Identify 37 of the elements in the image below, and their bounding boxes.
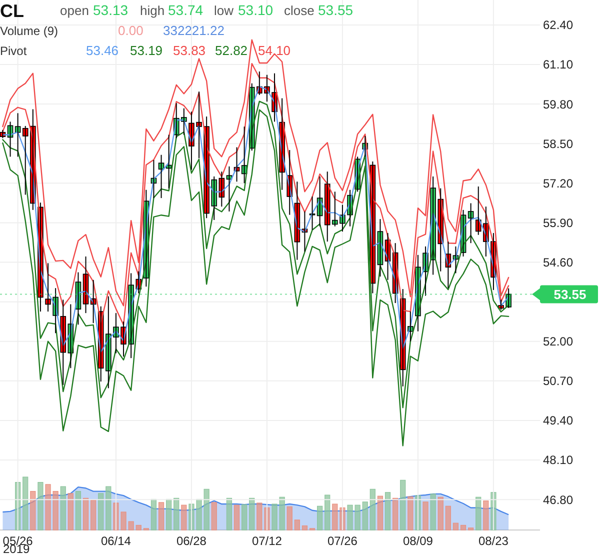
annotation: 0.00 [118,23,144,38]
annotation: 53.46 [86,43,119,58]
y-tick-label: 48.10 [543,453,574,468]
y-tick-label: 59.80 [543,97,574,112]
x-tick-label: 08/09 [402,534,434,548]
annotation: 52.82 [215,43,248,58]
annotation: close [284,3,314,18]
annotation: 53.74 [168,2,204,18]
x-tick-label: 06/14 [100,534,132,548]
annotation: open [60,3,89,18]
y-tick-label: 58.50 [543,136,574,151]
y-tick-label: 61.10 [543,58,574,72]
annotation: 53.83 [173,43,206,58]
y-tick-label: 57.20 [543,176,574,190]
y-tick-label: 49.40 [543,414,574,428]
annotation: Volume (9) [0,24,58,38]
annotation: 53.10 [238,2,274,18]
x-tick-label: 08/23 [478,534,509,548]
y-tick-label: 50.70 [543,374,574,388]
annotation: 53.19 [130,43,163,58]
annotation: 54.10 [258,43,291,58]
y-tick-label: 46.80 [543,492,574,507]
x-tick-label: 06/28 [176,534,207,548]
chart-title: CL [0,1,24,21]
annotation: 53.55 [318,2,354,18]
ref-line-label: 53.55 [554,286,586,302]
annotation: 53.13 [93,2,128,18]
x-tick-label: 07/26 [327,534,358,548]
annotation: 332221.22 [163,23,224,38]
x-tick-label: 07/12 [252,534,282,548]
y-tick-label: 55.90 [543,216,574,230]
y-tick-label: 52.00 [543,334,574,349]
y-tick-label: 62.40 [543,18,574,32]
annotation: Pivot [0,44,28,58]
y-tick-label: 54.60 [543,255,574,270]
annotation: high [140,3,165,18]
annotation: low [214,3,234,18]
